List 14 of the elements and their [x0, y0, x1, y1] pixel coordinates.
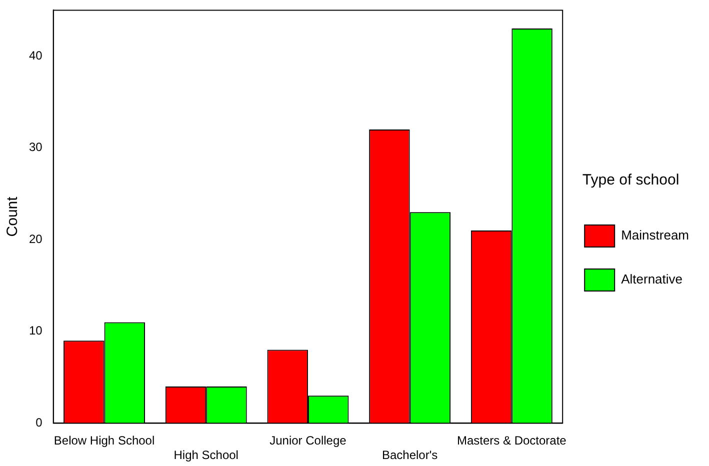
y-axis-title: Count: [4, 196, 22, 237]
y-tick-label: 40: [28, 48, 43, 62]
x-tick-label: Bachelor's: [382, 448, 438, 462]
y-tick-label: 10: [28, 324, 43, 338]
x-tick-label: Below High School: [54, 434, 155, 448]
x-tick-label: Junior College: [270, 434, 347, 448]
legend-label: Alternative: [621, 272, 683, 287]
y-tick-label: 30: [28, 140, 43, 154]
legend-label: Mainstream: [621, 228, 690, 243]
y-tick-label: 20: [28, 232, 43, 246]
y-tick-label: 0: [36, 416, 43, 430]
x-tick-label: Masters & Doctorate: [456, 434, 567, 448]
legend-title: Type of school: [582, 172, 680, 189]
x-tick-label: High School: [174, 448, 238, 462]
